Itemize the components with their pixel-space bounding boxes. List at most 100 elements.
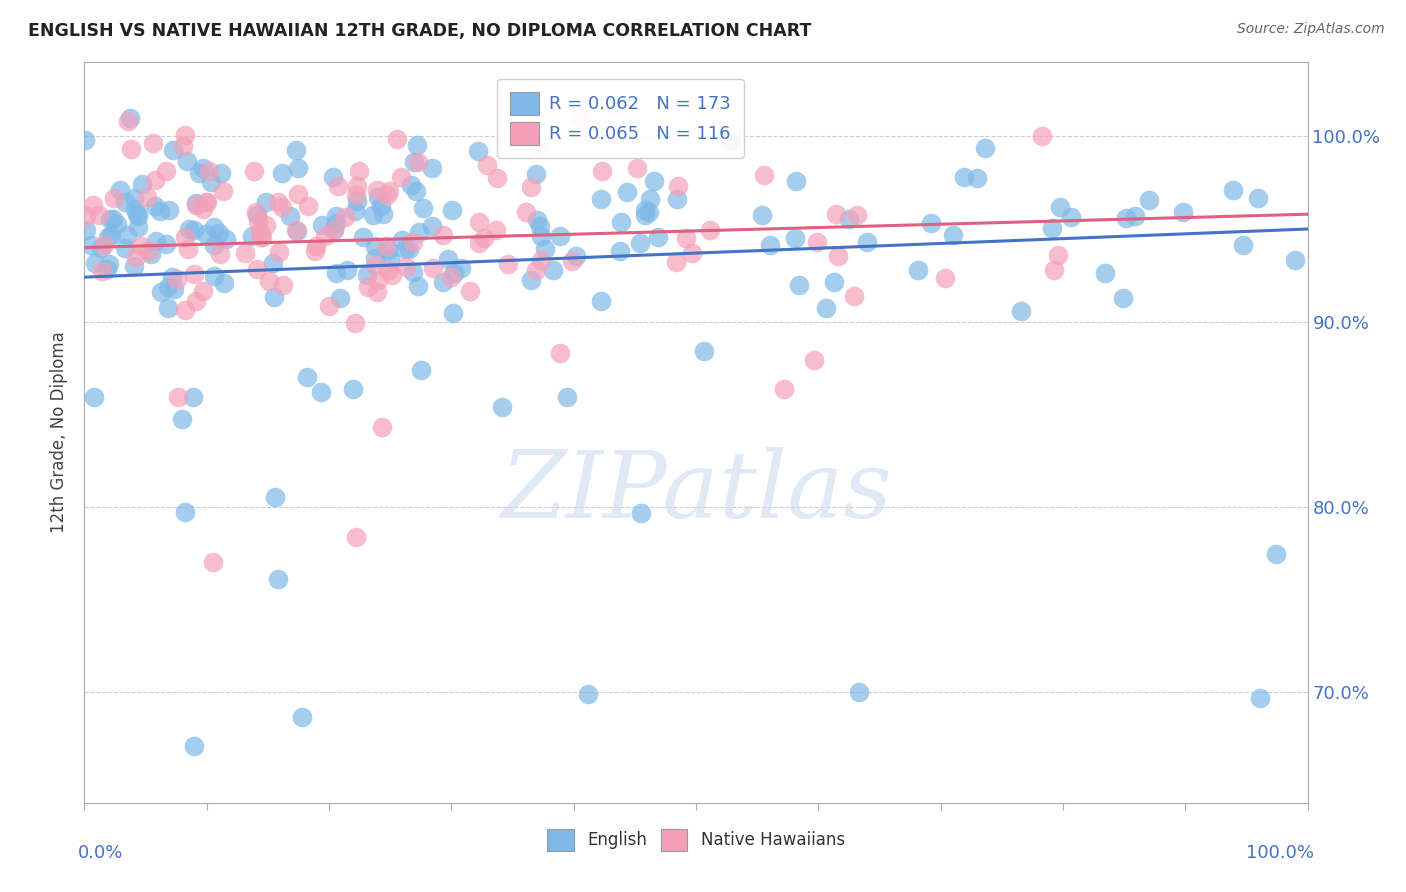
- Point: [420, 219, 443, 234]
- Point: [183, 739, 205, 753]
- Point: [250, 230, 273, 244]
- Point: [357, 280, 380, 294]
- Point: [105, 217, 128, 231]
- Point: [98, 211, 121, 226]
- Point: [634, 202, 657, 217]
- Point: [491, 401, 513, 415]
- Point: [285, 143, 308, 157]
- Point: [422, 161, 444, 175]
- Point: [138, 244, 160, 259]
- Point: [87, 208, 110, 222]
- Point: [96, 262, 118, 277]
- Point: [172, 138, 194, 153]
- Point: [402, 235, 425, 249]
- Point: [191, 202, 214, 216]
- Point: [212, 184, 235, 198]
- Text: Source: ZipAtlas.com: Source: ZipAtlas.com: [1237, 22, 1385, 37]
- Point: [97, 230, 120, 244]
- Point: [380, 252, 402, 267]
- Point: [385, 131, 408, 145]
- Point: [675, 231, 697, 245]
- Point: [273, 278, 295, 293]
- Point: [838, 211, 860, 226]
- Point: [565, 248, 588, 262]
- Point: [266, 572, 288, 586]
- Point: [114, 195, 136, 210]
- Point: [142, 136, 165, 150]
- Point: [108, 183, 131, 197]
- Point: [569, 111, 592, 125]
- Point: [250, 229, 273, 244]
- Point: [187, 166, 209, 180]
- Point: [170, 412, 193, 426]
- Point: [136, 189, 159, 203]
- Point: [530, 229, 553, 244]
- Point: [156, 301, 179, 315]
- Point: [117, 114, 139, 128]
- Point: [1249, 691, 1271, 706]
- Point: [422, 260, 444, 275]
- Point: [209, 247, 232, 261]
- Point: [966, 170, 988, 185]
- Point: [381, 268, 404, 282]
- Point: [699, 222, 721, 236]
- Point: [399, 178, 422, 192]
- Point: [548, 346, 571, 360]
- Point: [309, 385, 332, 400]
- Point: [346, 194, 368, 209]
- Point: [155, 163, 177, 178]
- Point: [754, 168, 776, 182]
- Point: [75, 133, 97, 147]
- Point: [114, 241, 136, 255]
- Point: [235, 246, 257, 260]
- Point: [342, 382, 364, 396]
- Point: [534, 242, 557, 256]
- Point: [75, 209, 97, 223]
- Point: [1094, 266, 1116, 280]
- Point: [842, 289, 865, 303]
- Point: [394, 242, 416, 256]
- Point: [550, 229, 572, 244]
- Point: [634, 208, 657, 222]
- Point: [952, 169, 974, 184]
- Point: [475, 158, 498, 172]
- Point: [485, 223, 508, 237]
- Point: [450, 261, 472, 276]
- Point: [375, 187, 398, 202]
- Point: [364, 239, 387, 253]
- Point: [209, 166, 232, 180]
- Point: [524, 167, 547, 181]
- Point: [643, 174, 665, 188]
- Point: [934, 271, 956, 285]
- Point: [440, 202, 463, 217]
- Point: [432, 227, 454, 242]
- Point: [1247, 191, 1270, 205]
- Point: [1049, 201, 1071, 215]
- Point: [402, 265, 425, 279]
- Point: [486, 171, 509, 186]
- Point: [616, 185, 638, 199]
- Point: [127, 209, 149, 223]
- Point: [160, 270, 183, 285]
- Point: [143, 198, 166, 212]
- Point: [1123, 209, 1146, 223]
- Point: [367, 189, 389, 203]
- Point: [468, 215, 491, 229]
- Point: [193, 161, 215, 176]
- Point: [974, 141, 997, 155]
- Point: [1047, 248, 1070, 262]
- Point: [356, 268, 378, 282]
- Point: [322, 222, 344, 236]
- Point: [412, 201, 434, 215]
- Legend: English, Native Hawaiians: English, Native Hawaiians: [541, 822, 851, 857]
- Point: [405, 184, 427, 198]
- Point: [270, 200, 292, 214]
- Point: [346, 179, 368, 194]
- Point: [270, 166, 292, 180]
- Point: [129, 238, 152, 252]
- Point: [1031, 129, 1053, 144]
- Point: [441, 306, 464, 320]
- Point: [141, 246, 163, 260]
- Point: [530, 252, 553, 267]
- Point: [287, 186, 309, 201]
